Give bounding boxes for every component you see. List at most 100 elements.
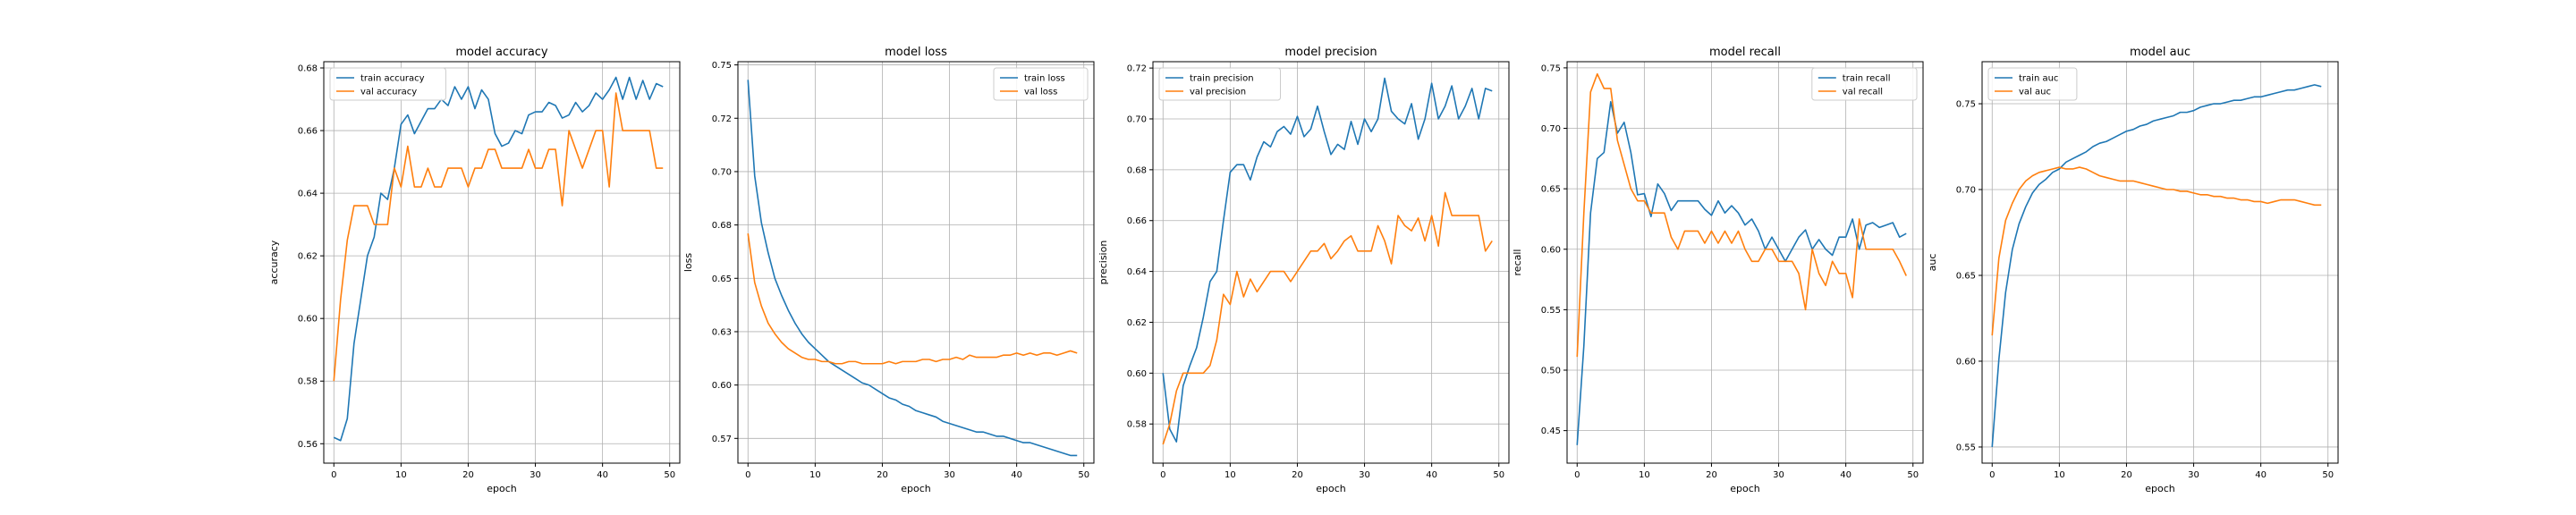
y-tick-label: 0.68 [712,221,732,231]
legend-label: train accuracy [360,74,425,84]
series-line-train-loss [747,80,1078,457]
y-tick-label: 0.55 [1541,306,1561,316]
x-tick-label: 30 [2188,470,2199,480]
legend-label: val recall [1843,88,1883,97]
y-tick-label: 0.62 [1127,318,1147,328]
chart-title: model loss [885,46,947,59]
y-tick-label: 0.66 [1127,216,1147,226]
y-axis-label: accuracy [268,240,280,284]
x-tick-label: 50 [1907,470,1919,480]
series-line-train-recall [1576,100,1907,445]
x-tick-label: 0 [745,470,750,480]
x-tick-label: 30 [1773,470,1784,480]
axes-frame [1152,61,1510,464]
y-tick-label: 0.56 [298,440,318,450]
y-tick-label: 0.62 [298,252,318,262]
x-tick-label: 0 [1989,470,1995,480]
series-line-train-precision [1162,77,1493,443]
y-tick-label: 0.68 [298,64,318,74]
x-tick-label: 10 [809,470,821,480]
axes-frame [1566,61,1924,464]
x-tick-label: 20 [1292,470,1303,480]
y-tick-label: 0.75 [1956,100,1976,110]
chart-panel-4: 0 10 20 30 40 50 0.45 0.50 0.55 0.60 0.65 0.70 0.75 m… [1512,46,1924,494]
x-tick-label: 0 [331,470,336,480]
y-tick-label: 0.72 [712,114,732,124]
y-tick-label: 0.58 [298,377,318,387]
y-tick-label: 0.70 [1956,186,1976,196]
series-line-train-auc [1991,84,2322,448]
x-tick-label: 0 [1574,470,1580,480]
series-line-val-loss [747,233,1078,365]
legend-box [1811,67,1918,101]
x-tick-label: 50 [664,470,675,480]
y-tick-label: 0.64 [1127,267,1147,277]
x-tick-label: 40 [1426,470,1437,480]
x-tick-label: 10 [1224,470,1236,480]
x-axis-label: epoch [901,483,931,494]
axes-frame [737,61,1095,464]
legend-label: val loss [1024,88,1057,97]
y-tick-label: 0.70 [1127,114,1147,124]
x-tick-label: 40 [597,470,608,480]
legend-label: val precision [1190,88,1246,97]
y-tick-label: 0.65 [1541,185,1561,195]
x-tick-label: 40 [1840,470,1852,480]
x-tick-label: 10 [395,470,407,480]
y-tick-label: 0.75 [712,61,732,71]
chart-title: model accuracy [455,46,548,59]
x-axis-label: epoch [1316,483,1346,494]
y-tick-label: 0.57 [712,435,732,444]
x-tick-label: 20 [2121,470,2132,480]
y-tick-label: 0.68 [1127,165,1147,175]
y-tick-label: 0.58 [1127,420,1147,430]
y-axis-label: auc [1927,254,1938,272]
x-tick-label: 20 [1706,470,1717,480]
x-axis-label: epoch [1730,483,1760,494]
legend: train recall val recall [1811,67,1918,101]
y-tick-label: 0.60 [1541,245,1561,255]
chart-panel-2: 0 10 20 30 40 50 0.57 0.60 0.63 0.65 0.68 0.70 0.72 0… [682,46,1095,494]
chart-title: model precision [1284,46,1377,59]
x-tick-label: 40 [2255,470,2267,480]
x-tick-label: 0 [1160,470,1165,480]
x-tick-label: 30 [1359,470,1370,480]
x-tick-label: 10 [1639,470,1650,480]
chart-title: model recall [1709,46,1781,59]
x-tick-label: 20 [877,470,888,480]
legend: train precision val precision [1158,67,1281,101]
y-tick-label: 0.45 [1541,426,1561,436]
y-tick-label: 0.72 [1127,64,1147,74]
legend-box [993,67,1089,101]
legend-label: train loss [1024,74,1065,84]
y-tick-label: 0.63 [712,327,732,337]
y-tick-label: 0.55 [1956,443,1976,452]
chart-panel-3: 0 10 20 30 40 50 0.58 0.60 0.62 0.64 0.66 0.68 0.70 0… [1097,46,1510,494]
x-tick-label: 50 [1078,470,1089,480]
series-line-val-auc [1991,166,2322,336]
legend-box [329,67,446,101]
legend-label: train precision [1190,74,1254,84]
y-tick-label: 0.60 [712,381,732,391]
y-tick-label: 0.50 [1541,366,1561,376]
legend-label: val accuracy [360,88,417,97]
y-axis-label: recall [1512,249,1523,276]
chart-panel-1: 0 10 20 30 40 50 0.56 0.58 0.60 0.62 0.64 0.66 0.68 m… [268,46,681,494]
legend-label: train auc [2019,74,2058,84]
x-axis-label: epoch [2145,483,2175,494]
y-tick-label: 0.64 [298,190,318,199]
y-tick-label: 0.70 [1541,124,1561,134]
y-tick-label: 0.75 [1541,63,1561,73]
x-tick-label: 10 [2054,470,2065,480]
chart-title: model auc [2130,46,2190,59]
x-tick-label: 30 [944,470,955,480]
series-line-train-accuracy [333,76,664,442]
axes-frame [323,61,681,464]
series-line-val-recall [1576,72,1907,358]
x-tick-label: 50 [2322,470,2334,480]
x-tick-label: 20 [462,470,474,480]
legend: train accuracy val accuracy [329,67,446,101]
legend-box [1158,67,1281,101]
chart-panel-5: 0 10 20 30 40 50 0.55 0.60 0.65 0.70 0.75 model auc… [1927,46,2339,494]
